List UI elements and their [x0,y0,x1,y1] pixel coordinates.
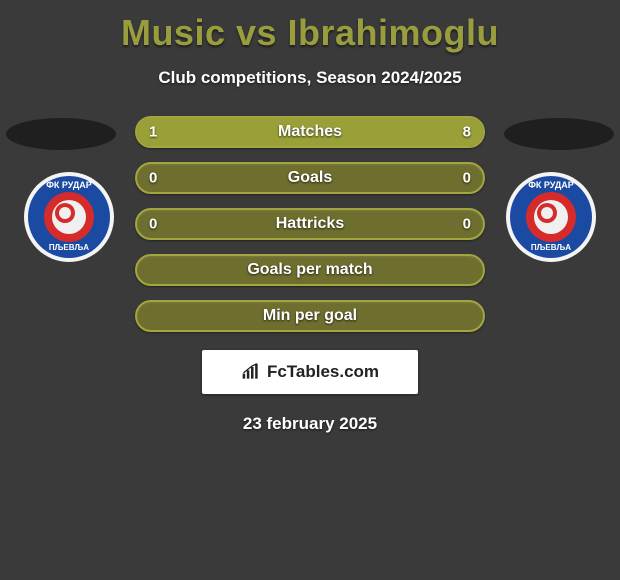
page-title: Music vs Ibrahimoglu [0,0,620,54]
stat-bars: 1 8 Matches 0 0 Goals 0 0 Hattricks Goals per mat… [135,116,485,332]
chart-icon [241,363,261,381]
stat-label: Min per goal [263,307,357,325]
left-player-oval [6,118,116,150]
stat-value-right: 8 [463,124,471,141]
stat-label: Matches [278,123,342,141]
brand-text: FcTables.com [267,362,379,382]
stat-label: Goals per match [247,261,372,279]
stat-value-right: 0 [463,170,471,187]
stat-bar: Min per goal [135,300,485,332]
right-player-oval [504,118,614,150]
comparison-area: ФК РУДАР ПЉЕВЉА ФК РУДАР ПЉЕВЉА 1 8 Matche… [0,116,620,332]
stat-label: Hattricks [276,215,344,233]
left-club-badge: ФК РУДАР ПЉЕВЉА [24,172,114,262]
stat-value-left: 0 [149,170,157,187]
stat-value-left: 1 [149,124,157,141]
right-club-badge: ФК РУДАР ПЉЕВЉА [506,172,596,262]
brand-box: FcTables.com [202,350,418,394]
stat-value-left: 0 [149,216,157,233]
stat-value-right: 0 [463,216,471,233]
stat-bar: 0 0 Goals [135,162,485,194]
stat-bar: Goals per match [135,254,485,286]
stat-bar: 0 0 Hattricks [135,208,485,240]
footer-date: 23 february 2025 [0,414,620,434]
stat-label: Goals [288,169,332,187]
stat-bar: 1 8 Matches [135,116,485,148]
page-subtitle: Club competitions, Season 2024/2025 [0,68,620,88]
